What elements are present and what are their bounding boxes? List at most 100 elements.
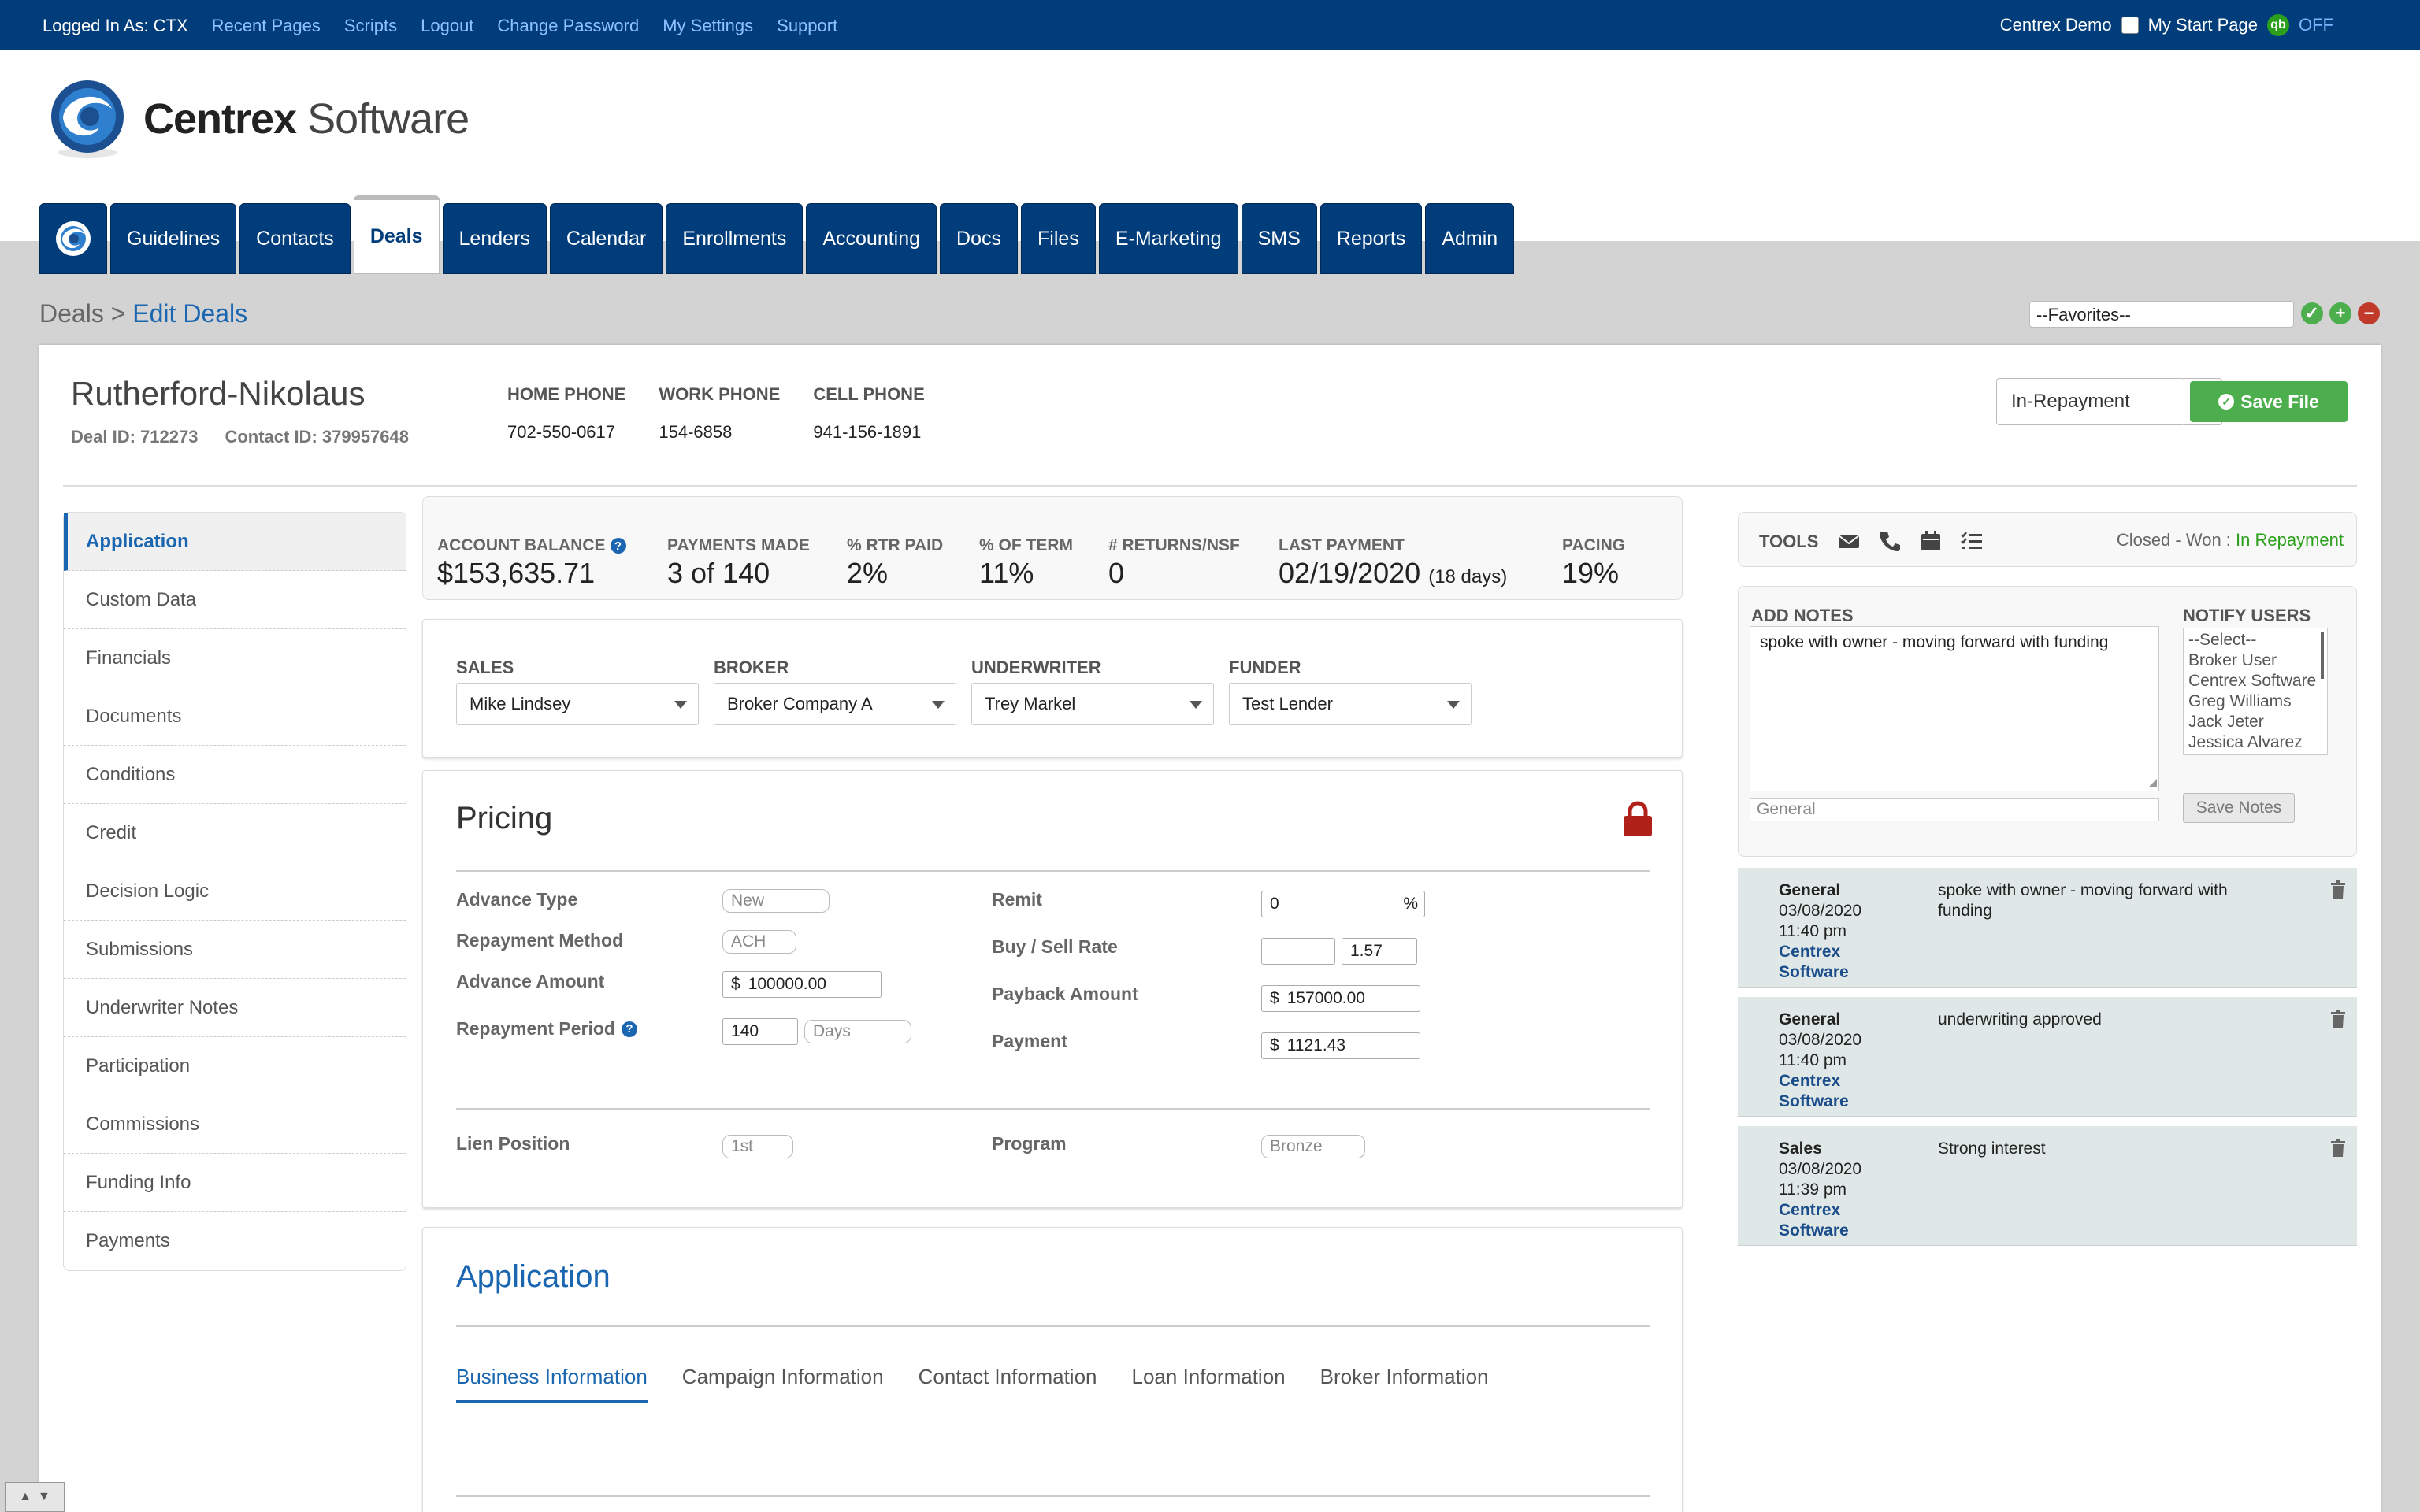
payment-input[interactable]: $1121.43 (1261, 1032, 1420, 1059)
resize-grip-icon[interactable]: ◢ (2148, 776, 2157, 788)
sidebar-item-payments[interactable]: Payments (86, 1230, 170, 1251)
trash-icon[interactable] (2330, 880, 2346, 899)
program-input[interactable]: Bronze (1261, 1135, 1365, 1158)
email-icon[interactable] (1836, 528, 1861, 554)
task-list-icon[interactable] (1959, 528, 1984, 554)
nav-home-tab[interactable] (39, 203, 107, 274)
advance-amount-value: 100000.00 (748, 975, 826, 993)
sidebar-item-conditions[interactable]: Conditions (64, 746, 406, 804)
calendar-icon[interactable] (1918, 528, 1943, 554)
logout-link[interactable]: Logout (421, 16, 474, 35)
sales-select[interactable]: Mike Lindsey (456, 683, 699, 725)
quickbooks-status[interactable]: OFF (2299, 15, 2333, 35)
favorites-select[interactable]: --Favorites-- (2029, 301, 2294, 328)
stat-of-term: % OF TERM 11% (979, 536, 1073, 590)
nav-tab-deals[interactable]: Deals (353, 195, 440, 274)
scroll-up-icon[interactable]: ▲ (19, 1490, 32, 1503)
scroll-down-icon[interactable]: ▼ (38, 1490, 50, 1503)
notify-user-option[interactable]: Greg Williams (2188, 692, 2292, 710)
phone-icon[interactable] (1877, 528, 1902, 554)
remit-input[interactable]: 0% (1261, 891, 1425, 917)
help-icon[interactable]: ? (610, 538, 626, 554)
sidebar-item-submissions[interactable]: Submissions (64, 921, 406, 979)
notify-user-option[interactable]: Jessica Alvarez (2188, 733, 2303, 751)
buy-rate-input[interactable] (1261, 938, 1335, 965)
account-stats: ACCOUNT BALANCE? $153,635.71 PAYMENTS MA… (422, 496, 1683, 600)
help-icon[interactable]: ? (621, 1021, 637, 1037)
notify-users-scrollbar[interactable] (2321, 632, 2324, 679)
sidebar-item-documents[interactable]: Documents (64, 687, 406, 746)
sidebar-item-commissions[interactable]: Commissions (64, 1095, 406, 1154)
payback-amount-input[interactable]: $157000.00 (1261, 985, 1420, 1012)
notify-users-list[interactable]: --Select-- Broker User Centrex Software … (2183, 628, 2328, 755)
breadcrumb-parent[interactable]: Deals (39, 299, 104, 328)
favorite-confirm-icon[interactable]: ✓ (2301, 302, 2323, 324)
notify-user-option[interactable]: Jack Jeter (2188, 713, 2264, 731)
note-category-input[interactable]: General (1750, 798, 2159, 821)
advance-amount-input[interactable]: $100000.00 (722, 971, 882, 998)
sidebar-item-underwriter-notes[interactable]: Underwriter Notes (64, 979, 406, 1037)
nav-tab-accounting[interactable]: Accounting (806, 203, 937, 274)
sidebar-item-credit[interactable]: Credit (64, 804, 406, 862)
scroll-control[interactable]: ▲ ▼ (5, 1482, 65, 1512)
note-text: Strong interest (1938, 1140, 2046, 1158)
sidebar-item-funding-info[interactable]: Funding Info (64, 1154, 406, 1212)
tab-loan-information[interactable]: Loan Information (1131, 1365, 1286, 1388)
notify-user-option[interactable]: --Select-- (2188, 631, 2257, 649)
scripts-link[interactable]: Scripts (343, 16, 398, 35)
nav-tab-sms[interactable]: SMS (1241, 203, 1317, 274)
company-logo[interactable]: Centrex Software (46, 77, 470, 161)
company-name: Centrex Demo (1999, 15, 2112, 35)
repayment-period-unit[interactable]: Days (804, 1020, 911, 1043)
nav-tab-calendar[interactable]: Calendar (549, 203, 663, 274)
repayment-method-input[interactable]: ACH (722, 930, 796, 954)
my-settings-link[interactable]: My Settings (663, 16, 754, 35)
nav-tab-lenders[interactable]: Lenders (442, 203, 547, 274)
nav-tab-guidelines[interactable]: Guidelines (110, 203, 237, 274)
sidebar-item-decision-logic[interactable]: Decision Logic (64, 862, 406, 921)
funder-select[interactable]: Test Lender (1229, 683, 1472, 725)
sell-rate-input[interactable]: 1.57 (1342, 938, 1417, 965)
advance-type-input[interactable]: New (722, 889, 830, 913)
favorite-remove-icon[interactable]: − (2358, 302, 2380, 324)
tab-contact-information[interactable]: Contact Information (918, 1365, 1097, 1388)
nav-tab-admin[interactable]: Admin (1425, 203, 1515, 274)
sidebar-item-financials[interactable]: Financials (64, 629, 406, 687)
deal-status-select[interactable]: In-Repayment (1996, 378, 2185, 425)
support-link[interactable]: Support (777, 16, 838, 35)
advance-amount-label: Advance Amount (456, 971, 605, 991)
underwriter-select[interactable]: Trey Markel (971, 683, 1214, 725)
home-phone-value[interactable]: 702-550-0617 (507, 422, 616, 442)
lien-position-input[interactable]: 1st (722, 1135, 793, 1158)
nav-tab-e-marketing[interactable]: E-Marketing (1098, 203, 1238, 274)
notify-user-option[interactable]: Centrex Software (2188, 672, 2317, 690)
broker-select[interactable]: Broker Company A (714, 683, 956, 725)
sidebar-item-custom-data[interactable]: Custom Data (64, 571, 406, 629)
sidebar-item-application[interactable]: Application (64, 513, 406, 571)
trash-icon[interactable] (2330, 1010, 2346, 1028)
tab-business-information[interactable]: Business Information (456, 1365, 648, 1403)
trash-icon[interactable] (2330, 1139, 2346, 1158)
notify-user-option[interactable]: Broker User (2188, 651, 2277, 669)
nav-tab-files[interactable]: Files (1021, 203, 1096, 274)
cell-phone-value[interactable]: 941-156-1891 (813, 422, 922, 442)
change-password-link[interactable]: Change Password (497, 16, 640, 35)
save-notes-button[interactable]: Save Notes (2183, 793, 2295, 823)
notes-textarea[interactable]: spoke with owner - moving forward with f… (1750, 626, 2159, 791)
save-file-button[interactable]: ✓ Save File (2190, 381, 2348, 422)
sidebar-item-participation[interactable]: Participation (64, 1037, 406, 1095)
repayment-period-input[interactable]: 140 (722, 1018, 798, 1045)
nav-tab-contacts[interactable]: Contacts (239, 203, 351, 274)
nav-tab-enrollments[interactable]: Enrollments (666, 203, 804, 274)
tab-broker-information[interactable]: Broker Information (1319, 1365, 1489, 1388)
lock-icon[interactable] (1622, 801, 1654, 837)
work-phone-value[interactable]: 154-6858 (659, 422, 733, 442)
tab-campaign-information[interactable]: Campaign Information (681, 1365, 884, 1388)
favorite-add-icon[interactable]: + (2329, 302, 2351, 324)
start-page-checkbox[interactable] (2121, 17, 2139, 34)
nav-tab-docs[interactable]: Docs (940, 203, 1019, 274)
nav-tab-reports[interactable]: Reports (1319, 203, 1423, 274)
recent-pages-link[interactable]: Recent Pages (211, 16, 321, 35)
application-divider (456, 1325, 1650, 1327)
quickbooks-icon[interactable]: qb (2267, 14, 2289, 36)
